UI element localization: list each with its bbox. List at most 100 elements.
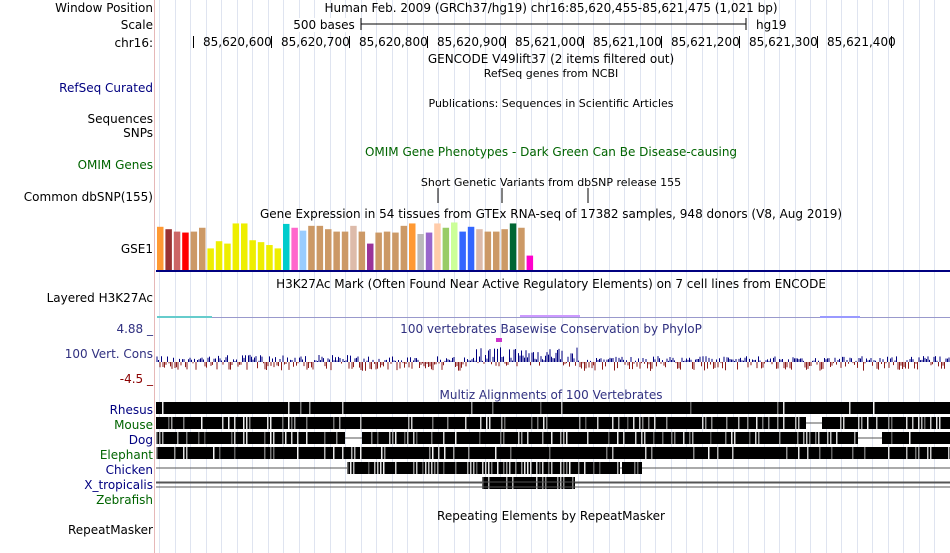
coordinate-tick	[349, 36, 350, 48]
coordinate-tick-label: 85,620,600	[203, 35, 272, 49]
refseq-track-label[interactable]: RefSeq Curated	[59, 81, 153, 95]
gridline	[887, 0, 889, 553]
coordinate-tick-label: 85,621,000	[515, 35, 584, 49]
species-label-chicken[interactable]: Chicken	[105, 463, 153, 477]
gridline	[298, 0, 300, 553]
label-divider	[154, 0, 155, 553]
gridline	[608, 0, 610, 553]
gridline	[314, 0, 315, 553]
scale-bar-text: 500 bases	[291, 18, 357, 32]
gridline	[407, 0, 408, 553]
species-label-zebrafish[interactable]: Zebrafish	[96, 493, 153, 507]
coordinate-tick	[427, 36, 428, 48]
gridline	[779, 0, 780, 553]
coordinate-tick	[583, 36, 584, 48]
gridline	[515, 0, 517, 553]
sequences-label[interactable]: Sequences	[87, 112, 153, 126]
gridline	[670, 0, 672, 553]
coordinate-tick-label: 85,621,400	[827, 35, 896, 49]
gridline	[562, 0, 563, 553]
repeatmasker-track-title[interactable]: Repeating Elements by RepeatMasker	[437, 509, 665, 523]
species-label-rhesus[interactable]: Rhesus	[109, 403, 153, 417]
gridline	[825, 0, 827, 553]
gridline	[267, 0, 269, 553]
coordinate-tick	[891, 36, 892, 48]
refseq-track-title[interactable]: RefSeq genes from NCBI	[483, 67, 619, 80]
gridline	[686, 0, 687, 553]
gridline	[174, 0, 176, 553]
gridline	[190, 0, 191, 553]
coordinate-tick-label: 85,621,200	[671, 35, 740, 49]
coordinate-tick-label: 85,620,800	[359, 35, 428, 49]
species-label-elephant[interactable]: Elephant	[99, 448, 153, 462]
coordinate-tick	[817, 36, 818, 48]
gridline	[655, 0, 656, 553]
gridline	[701, 0, 703, 553]
gridline	[236, 0, 238, 553]
gridline	[717, 0, 718, 553]
cons-min-label: -4.5 _	[119, 372, 153, 386]
gridline	[221, 0, 222, 553]
coordinate-tick	[271, 36, 272, 48]
gridline	[934, 0, 935, 553]
coordinate-tick	[739, 36, 740, 48]
vertical-gridlines	[156, 0, 950, 553]
gridline	[391, 0, 393, 553]
gridline	[856, 0, 858, 553]
coordinate-tick	[661, 36, 662, 48]
gridline	[763, 0, 765, 553]
gencode-track-title[interactable]: GENCODE V49lift37 (2 items filtered out)	[427, 52, 675, 66]
omim-track-label[interactable]: OMIM Genes	[77, 158, 153, 172]
gridline	[748, 0, 749, 553]
publications-track-title[interactable]: Publications: Sequences in Scientific Ar…	[428, 97, 674, 110]
omim-track-title[interactable]: OMIM Gene Phenotypes - Dark Green Can Be…	[364, 145, 738, 159]
gridline	[283, 0, 284, 553]
gridline	[841, 0, 842, 553]
gridline	[624, 0, 625, 553]
gtex-track-label[interactable]: GSE1	[120, 242, 153, 256]
gridline	[438, 0, 439, 553]
gridline	[810, 0, 811, 553]
gridline	[732, 0, 734, 553]
species-label-mouse[interactable]: Mouse	[114, 418, 153, 432]
species-label-dog[interactable]: Dog	[128, 433, 153, 447]
gridline	[252, 0, 253, 553]
h3k27ac-track-label[interactable]: Layered H3K27Ac	[46, 291, 153, 305]
cons-track-title[interactable]: 100 vertebrates Basewise Conservation by…	[400, 322, 702, 336]
gridline	[872, 0, 873, 553]
gridline	[546, 0, 548, 553]
gridline	[469, 0, 470, 553]
gridline	[577, 0, 579, 553]
gridline	[639, 0, 641, 553]
gridline	[159, 0, 160, 553]
repeatmasker-track-label[interactable]: RepeatMasker	[67, 523, 153, 537]
coordinate-tick	[193, 36, 194, 48]
coordinate-tick-label: 85,621,300	[749, 35, 818, 49]
cons-max-label: 4.88 _	[116, 322, 153, 336]
gridline	[593, 0, 594, 553]
gridline	[903, 0, 904, 553]
dbsnp-track-title[interactable]: Short Genetic Variants from dbSNP releas…	[420, 176, 682, 189]
coordinate-tick-label: 85,620,900	[437, 35, 506, 49]
snps-label[interactable]: SNPs	[123, 126, 153, 140]
coordinate-tick-label: 85,621,100	[593, 35, 662, 49]
gridline	[360, 0, 362, 553]
dbsnp-track-label[interactable]: Common dbSNP(155)	[23, 190, 153, 204]
scale-label: Scale	[120, 18, 153, 32]
window-position-value: Human Feb. 2009 (GRCh37/hg19) chr16:85,6…	[324, 1, 778, 15]
gridline	[329, 0, 331, 553]
gridline	[918, 0, 920, 553]
chrom-label: chr16:	[114, 36, 153, 50]
cons-track-label[interactable]: 100 Vert. Cons	[64, 347, 153, 361]
gtex-track-title[interactable]: Gene Expression in 54 tissues from GTEx …	[259, 207, 843, 221]
gridline	[205, 0, 207, 553]
gridline	[500, 0, 501, 553]
gridline	[484, 0, 486, 553]
gridline	[794, 0, 796, 553]
gridline	[345, 0, 346, 553]
gridline	[422, 0, 424, 553]
multiz-track-title[interactable]: Multiz Alignments of 100 Vertebrates	[439, 388, 663, 402]
window-position-label: Window Position	[55, 1, 153, 15]
species-label-x_tropicalis[interactable]: X_tropicalis	[84, 478, 153, 492]
h3k27ac-track-title[interactable]: H3K27Ac Mark (Often Found Near Active Re…	[276, 277, 826, 291]
